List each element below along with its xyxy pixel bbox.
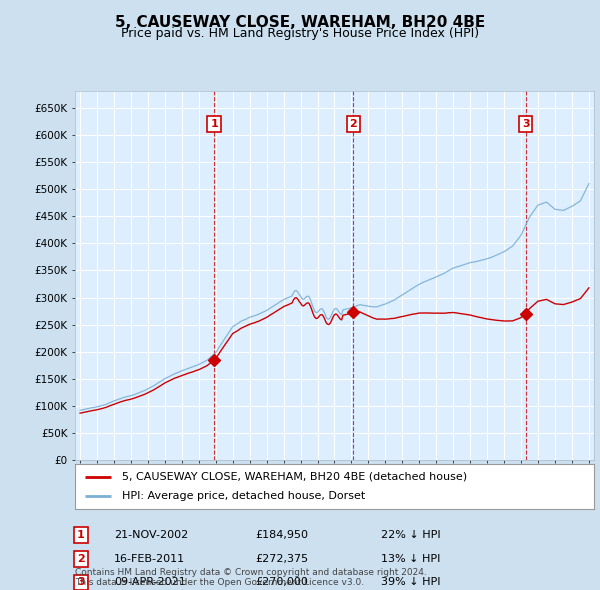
Text: 2: 2 bbox=[77, 554, 85, 563]
Text: 5, CAUSEWAY CLOSE, WAREHAM, BH20 4BE (detached house): 5, CAUSEWAY CLOSE, WAREHAM, BH20 4BE (de… bbox=[122, 472, 467, 481]
Text: 22% ↓ HPI: 22% ↓ HPI bbox=[381, 530, 440, 540]
Text: Price paid vs. HM Land Registry's House Price Index (HPI): Price paid vs. HM Land Registry's House … bbox=[121, 27, 479, 40]
Text: 5, CAUSEWAY CLOSE, WAREHAM, BH20 4BE: 5, CAUSEWAY CLOSE, WAREHAM, BH20 4BE bbox=[115, 15, 485, 30]
Text: 1: 1 bbox=[210, 119, 218, 129]
Text: £184,950: £184,950 bbox=[255, 530, 308, 540]
Text: 21-NOV-2002: 21-NOV-2002 bbox=[114, 530, 188, 540]
Text: 1: 1 bbox=[77, 530, 85, 540]
Text: 13% ↓ HPI: 13% ↓ HPI bbox=[381, 554, 440, 563]
Text: Contains HM Land Registry data © Crown copyright and database right 2024.
This d: Contains HM Land Registry data © Crown c… bbox=[75, 568, 427, 587]
Text: 16-FEB-2011: 16-FEB-2011 bbox=[114, 554, 185, 563]
Text: 39% ↓ HPI: 39% ↓ HPI bbox=[381, 578, 440, 587]
Text: HPI: Average price, detached house, Dorset: HPI: Average price, detached house, Dors… bbox=[122, 491, 365, 501]
Text: 09-APR-2021: 09-APR-2021 bbox=[114, 578, 186, 587]
Text: 3: 3 bbox=[522, 119, 529, 129]
Text: £270,000: £270,000 bbox=[255, 578, 308, 587]
Text: 2: 2 bbox=[350, 119, 358, 129]
Text: 3: 3 bbox=[77, 578, 85, 587]
Text: £272,375: £272,375 bbox=[255, 554, 308, 563]
